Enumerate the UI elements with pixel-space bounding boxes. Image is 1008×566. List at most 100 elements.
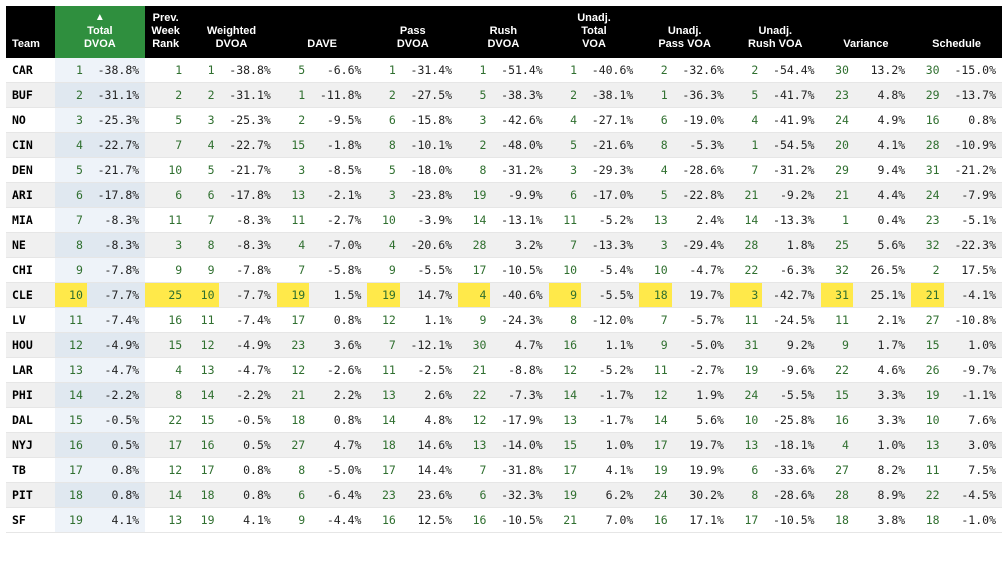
value-cell: -7.9% <box>944 182 1002 207</box>
rank-cell: 11 <box>549 207 581 232</box>
rank-cell: 16 <box>458 507 490 532</box>
rank-cell: 8 <box>730 482 762 507</box>
rank-cell: 7 <box>367 332 399 357</box>
rank-cell: 31 <box>911 157 943 182</box>
rank-cell: 12 <box>145 457 186 482</box>
rank-cell: 21 <box>911 282 943 307</box>
team-cell[interactable]: TB <box>6 457 55 482</box>
value-cell: -9.2% <box>762 182 820 207</box>
col-header[interactable]: Unadj.Rush VOA <box>730 6 821 58</box>
rank-cell: 13 <box>55 357 87 382</box>
rank-cell: 19 <box>186 507 218 532</box>
col-header[interactable]: ▲TotalDVOA <box>55 6 146 58</box>
value-cell: -18.1% <box>762 432 820 457</box>
col-header[interactable]: DAVE <box>277 6 368 58</box>
team-cell[interactable]: PHI <box>6 382 55 407</box>
sort-arrow-icon: ▲ <box>57 13 144 23</box>
rank-cell: 6 <box>55 182 87 207</box>
team-cell[interactable]: NYJ <box>6 432 55 457</box>
team-cell[interactable]: CIN <box>6 132 55 157</box>
value-cell: 3.0% <box>944 432 1002 457</box>
col-header[interactable]: Schedule <box>911 6 1002 58</box>
col-header[interactable]: RushDVOA <box>458 6 549 58</box>
rank-cell: 10 <box>145 157 186 182</box>
rank-cell: 5 <box>55 157 87 182</box>
rank-cell: 15 <box>55 407 87 432</box>
value-cell: -31.1% <box>219 82 277 107</box>
value-cell: 26.5% <box>853 257 911 282</box>
col-header[interactable]: Unadj.TotalVOA <box>549 6 640 58</box>
team-cell[interactable]: LAR <box>6 357 55 382</box>
col-header[interactable]: Prev.WeekRank <box>145 6 186 58</box>
value-cell: 4.1% <box>581 457 639 482</box>
value-cell: -40.6% <box>581 58 639 83</box>
value-cell: 1.8% <box>762 232 820 257</box>
rank-cell: 21 <box>458 357 490 382</box>
team-cell[interactable]: CLE <box>6 282 55 307</box>
table-row: CAR1-38.8%11-38.8%5-6.6%1-31.4%1-51.4%1-… <box>6 58 1002 83</box>
rank-cell: 18 <box>55 482 87 507</box>
rank-cell: 5 <box>186 157 218 182</box>
value-cell: 25.1% <box>853 282 911 307</box>
value-cell: -10.5% <box>490 507 548 532</box>
rank-cell: 2 <box>730 58 762 83</box>
col-header[interactable]: Unadj.Pass VOA <box>639 6 730 58</box>
rank-cell: 5 <box>730 82 762 107</box>
team-cell[interactable]: DAL <box>6 407 55 432</box>
rank-cell: 12 <box>277 357 309 382</box>
value-cell: 0.4% <box>853 207 911 232</box>
col-header-label: Team <box>12 38 40 50</box>
team-cell[interactable]: SF <box>6 507 55 532</box>
rank-cell: 4 <box>821 432 853 457</box>
col-header[interactable]: Team <box>6 6 55 58</box>
rank-cell: 1 <box>821 207 853 232</box>
team-cell[interactable]: NE <box>6 232 55 257</box>
value-cell: -33.6% <box>762 457 820 482</box>
rank-cell: 7 <box>186 207 218 232</box>
rank-cell: 13 <box>730 432 762 457</box>
value-cell: -38.1% <box>581 82 639 107</box>
team-cell[interactable]: ARI <box>6 182 55 207</box>
table-row: LV11-7.4%1611-7.4%170.8%121.1%9-24.3%8-1… <box>6 307 1002 332</box>
rank-cell: 15 <box>186 407 218 432</box>
team-cell[interactable]: CAR <box>6 58 55 83</box>
value-cell: 30.2% <box>672 482 730 507</box>
value-cell: -13.3% <box>581 232 639 257</box>
value-cell: -25.3% <box>219 107 277 132</box>
rank-cell: 4 <box>55 132 87 157</box>
rank-cell: 22 <box>145 407 186 432</box>
value-cell: 14.7% <box>400 282 458 307</box>
value-cell: -9.5% <box>309 107 367 132</box>
value-cell: -32.3% <box>490 482 548 507</box>
value-cell: -6.6% <box>309 58 367 83</box>
value-cell: -5.3% <box>672 132 730 157</box>
rank-cell: 15 <box>145 332 186 357</box>
rank-cell: 18 <box>639 282 671 307</box>
team-cell[interactable]: BUF <box>6 82 55 107</box>
rank-cell: 1 <box>639 82 671 107</box>
col-header[interactable]: Variance <box>821 6 912 58</box>
team-cell[interactable]: MIA <box>6 207 55 232</box>
team-cell[interactable]: CHI <box>6 257 55 282</box>
col-header-label: Prev.WeekRank <box>151 12 180 50</box>
team-cell[interactable]: PIT <box>6 482 55 507</box>
value-cell: -5.4% <box>581 257 639 282</box>
rank-cell: 8 <box>458 157 490 182</box>
rank-cell: 7 <box>55 207 87 232</box>
rank-cell: 6 <box>639 107 671 132</box>
team-cell[interactable]: LV <box>6 307 55 332</box>
rank-cell: 3 <box>55 107 87 132</box>
col-header[interactable]: PassDVOA <box>367 6 458 58</box>
team-cell[interactable]: NO <box>6 107 55 132</box>
team-cell[interactable]: HOU <box>6 332 55 357</box>
value-cell: -2.2% <box>87 382 145 407</box>
rank-cell: 30 <box>458 332 490 357</box>
table-row: CIN4-22.7%74-22.7%15-1.8%8-10.1%2-48.0%5… <box>6 132 1002 157</box>
value-cell: 19.9% <box>672 457 730 482</box>
rank-cell: 14 <box>55 382 87 407</box>
value-cell: -38.8% <box>219 58 277 83</box>
rank-cell: 2 <box>549 82 581 107</box>
team-cell[interactable]: DEN <box>6 157 55 182</box>
value-cell: -48.0% <box>490 132 548 157</box>
col-header[interactable]: WeightedDVOA <box>186 6 277 58</box>
